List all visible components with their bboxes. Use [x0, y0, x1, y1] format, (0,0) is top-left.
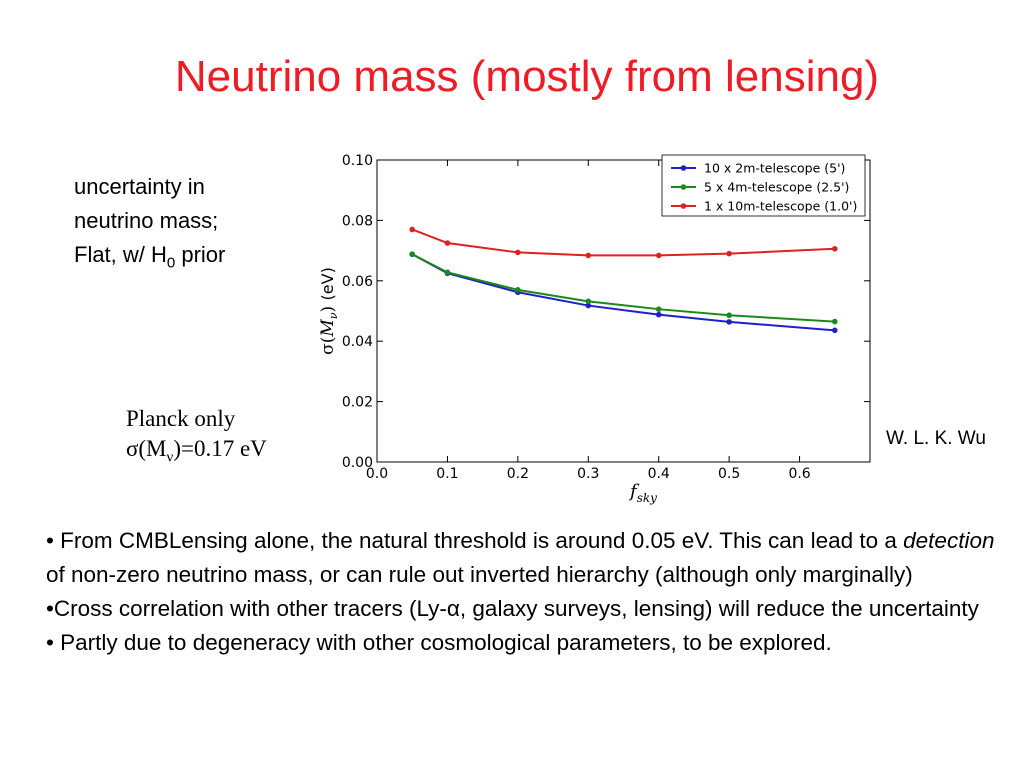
- planck-label: Planck only: [126, 406, 236, 431]
- data-point: [831, 327, 838, 334]
- data-point: [585, 302, 592, 309]
- legend-label: 5 x 4m-telescope (2.5'): [704, 180, 849, 195]
- planck-value: σ(Mν)=0.17 eV: [126, 434, 267, 473]
- legend-label: 10 x 2m-telescope (5'): [704, 161, 845, 176]
- planck-note: Planck only σ(Mν)=0.17 eV: [126, 404, 267, 473]
- legend-label: 1 x 10m-telescope (1.0'): [704, 199, 857, 214]
- bullet-2: •Cross correlation with other tracers (L…: [46, 596, 979, 621]
- data-point: [831, 245, 838, 252]
- data-point: [655, 311, 662, 318]
- x-tick-label: 0.1: [436, 466, 458, 482]
- bullet-3: • Partly due to degeneracy with other co…: [46, 630, 832, 655]
- data-point: [831, 318, 838, 325]
- y-tick-label: 0.02: [342, 395, 373, 411]
- series-line-3: [411, 228, 835, 257]
- data-point: [585, 252, 592, 259]
- data-point: [444, 269, 451, 276]
- x-tick-label: 0.6: [788, 466, 810, 482]
- nu-subscript: ν: [166, 449, 174, 466]
- x-tick-label: 0.4: [648, 466, 670, 482]
- x-tick-label: 0.5: [718, 466, 740, 482]
- h0-subscript: 0: [166, 254, 176, 272]
- y-tick-label: 0.10: [342, 153, 373, 169]
- series-line-1: [411, 253, 835, 332]
- description-line-3: Flat, w/ H0 prior: [74, 238, 225, 280]
- data-point: [409, 251, 416, 258]
- x-tick-label: 0.3: [577, 466, 599, 482]
- description-line-2: neutrino mass;: [74, 208, 219, 233]
- data-point: [726, 250, 732, 257]
- bullet-1-text-a: • From CMBLensing alone, the natural thr…: [46, 528, 904, 553]
- data-point: [655, 306, 662, 312]
- data-point: [444, 240, 451, 246]
- neutrino-mass-chart: 0.0 0.1 0.2 0.3 0.4 0.5 0.6 0.00 0.02 0.04 0.06 0.0…: [318, 153, 871, 505]
- x-axis-label: fsky: [628, 481, 657, 505]
- data-point: [726, 312, 732, 319]
- description-line-3-text: Flat, w/ H: [74, 242, 167, 267]
- data-point: [409, 226, 416, 233]
- legend-marker: [680, 165, 687, 171]
- y-tick-label: 0.06: [342, 274, 373, 290]
- series-line-2: [411, 253, 835, 323]
- planck-value-post: )=0.17 eV: [173, 436, 267, 461]
- x-tick-label: 0.0: [366, 466, 388, 482]
- bullet-1-emphasis: detection: [903, 528, 995, 553]
- y-tick-label: 0.00: [342, 455, 373, 471]
- description-line-1: uncertainty in: [74, 174, 205, 199]
- data-point: [515, 249, 521, 256]
- author-credit: W. L. K. Wu: [886, 428, 986, 449]
- data-point: [655, 252, 662, 259]
- y-axis-label: σ(Mν) (eV): [318, 267, 340, 355]
- bullet-1: • From CMBLensing alone, the natural thr…: [46, 524, 1006, 592]
- data-point: [726, 319, 732, 325]
- data-point: [585, 298, 592, 305]
- planck-value-pre: σ(M: [126, 436, 167, 461]
- y-tick-label: 0.08: [342, 213, 373, 229]
- legend-marker: [680, 203, 687, 209]
- data-point: [515, 287, 521, 293]
- slide-title: Neutrino mass (mostly from lensing): [174, 52, 880, 101]
- plot-frame: [376, 159, 871, 463]
- y-tick-label: 0.04: [342, 334, 373, 350]
- bullet-list: • From CMBLensing alone, the natural thr…: [46, 524, 1006, 660]
- x-tick-label: 0.2: [507, 466, 529, 482]
- bullet-1-text-b: of non-zero neutrino mass, or can rule o…: [46, 562, 913, 587]
- description-text: uncertainty in neutrino mass; Flat, w/ H…: [74, 170, 225, 280]
- legend-marker: [680, 184, 687, 190]
- description-line-3-suffix: prior: [175, 242, 226, 267]
